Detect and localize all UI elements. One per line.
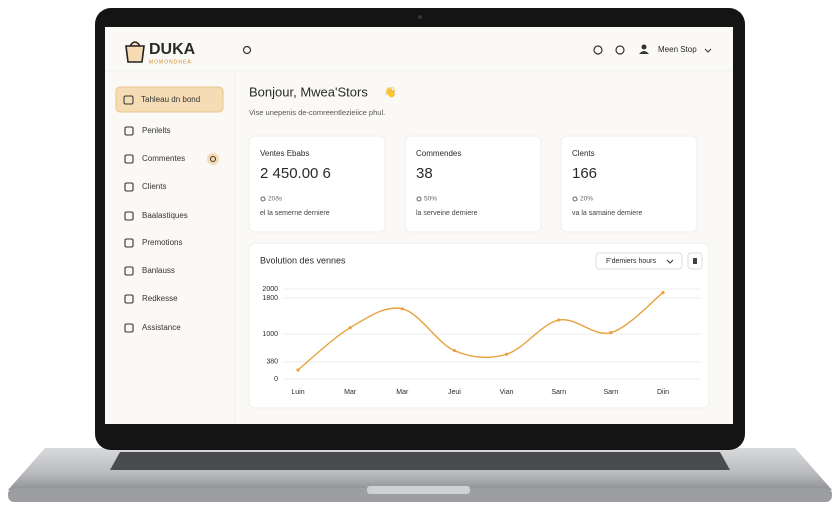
brand-name: DUKA xyxy=(149,41,196,58)
nav-item[interactable]: Commentes xyxy=(142,154,185,163)
brand-tagline: MOMONDHEA xyxy=(149,59,192,65)
nav-icon xyxy=(124,294,134,304)
y-tick-label: 1000 xyxy=(262,331,278,338)
point xyxy=(296,368,300,372)
point xyxy=(504,352,509,356)
stat-card xyxy=(404,135,542,233)
x-tick-label: Sarn xyxy=(551,389,566,396)
chart-title: Bvolution des vennes xyxy=(260,255,346,265)
period-filter[interactable] xyxy=(595,252,683,270)
stat-value: 38 xyxy=(416,165,433,182)
subtitle: Vise unepenis de-comreentlezieiice phul. xyxy=(249,108,385,117)
stat-note: la serveine derniere xyxy=(416,210,478,217)
user-name[interactable]: Meen Stop xyxy=(658,45,697,54)
filter-chevron[interactable] xyxy=(666,259,674,264)
stat-value: 2 450.00 6 xyxy=(260,165,331,182)
nav-item[interactable]: Redkesse xyxy=(142,294,178,303)
nav-icon xyxy=(124,154,134,164)
camera xyxy=(418,15,422,19)
stat-label: Commendes xyxy=(416,149,461,158)
stats: Ventes Ebabs 2 450.00 6 20ðs el la semerne … xyxy=(248,135,698,233)
user-icon xyxy=(641,44,647,50)
stat-label: Clents xyxy=(572,149,595,158)
line xyxy=(297,292,664,371)
y-tick-label: 380 xyxy=(266,359,278,366)
point xyxy=(661,291,665,295)
stat-change: 50% xyxy=(424,196,437,203)
message-icon[interactable] xyxy=(615,45,625,55)
stat-change-icon xyxy=(572,196,578,202)
nav-item[interactable]: Premotions xyxy=(142,238,182,247)
wave-emoji: 👋 xyxy=(384,87,396,99)
user-chevron[interactable] xyxy=(704,48,712,53)
period-filter-label[interactable]: F'demiers hours xyxy=(606,258,656,265)
x-tick-label: Luin xyxy=(291,389,304,396)
nav-icon xyxy=(124,126,134,136)
nav-icon xyxy=(124,266,134,276)
nav-icon xyxy=(124,182,134,192)
nav-icon xyxy=(123,95,134,105)
x-tick-label: Jeui xyxy=(448,389,461,396)
nav-item[interactable]: Assistance xyxy=(142,323,181,332)
nav-item[interactable]: Tahleau dn bond xyxy=(141,95,200,104)
point xyxy=(452,349,457,353)
point xyxy=(400,307,404,311)
nav-badge xyxy=(207,153,219,165)
stat-note: el la semerne derniere xyxy=(260,210,330,217)
stat-change: 20% xyxy=(580,196,593,203)
nav-badge-ring xyxy=(210,156,216,162)
nav-icon xyxy=(124,211,134,221)
nav-item[interactable]: Penlelts xyxy=(142,126,170,135)
y-tick-label: 0 xyxy=(274,376,278,383)
x-tick-label: Mar xyxy=(344,389,357,396)
point xyxy=(557,318,561,322)
sidebar-active xyxy=(115,86,224,113)
nav-item[interactable]: Banlauss xyxy=(142,266,175,275)
nav-item[interactable]: Clients xyxy=(142,182,166,191)
notch xyxy=(367,486,470,494)
keyboard xyxy=(110,452,730,470)
stat-card xyxy=(560,135,698,233)
chart: 0 380 1000 1800 2000 Luin Mar Mar Jeui Vian Sarn Sa… xyxy=(262,286,700,396)
point xyxy=(609,331,613,335)
user-icon-body xyxy=(639,51,649,54)
y-tick-label: 2000 xyxy=(262,286,278,293)
stat-change-icon xyxy=(416,196,422,202)
logo-icon xyxy=(125,41,145,63)
notification-icon[interactable] xyxy=(593,45,603,55)
nav-icon xyxy=(124,323,134,333)
search-icon[interactable] xyxy=(242,45,252,55)
x-tick-label: Mar xyxy=(396,389,409,396)
laptop-lip xyxy=(8,488,832,502)
x-tick-label: Vian xyxy=(500,389,514,396)
greeting: Bonjour, Mwea'Stors xyxy=(249,84,368,99)
sidebar: Tahleau dn bond Penlelts Commentes Clients B… xyxy=(123,95,219,333)
point xyxy=(348,326,352,330)
export-icon[interactable] xyxy=(693,258,697,264)
stat-note: va la samaine demiere xyxy=(572,210,643,217)
nav-icon xyxy=(124,238,134,248)
stat-label: Ventes Ebabs xyxy=(260,149,309,158)
stat-card xyxy=(248,135,386,233)
stat-change: 20ðs xyxy=(268,195,283,203)
nav-item[interactable]: Baalastiques xyxy=(142,211,188,220)
stat-change-icon xyxy=(260,196,266,202)
y-tick-label: 1800 xyxy=(262,295,278,302)
x-tick-label: Sarn xyxy=(603,389,618,396)
chart-card xyxy=(248,242,710,409)
x-tick-label: Diin xyxy=(657,389,669,396)
stat-value: 166 xyxy=(572,165,597,182)
